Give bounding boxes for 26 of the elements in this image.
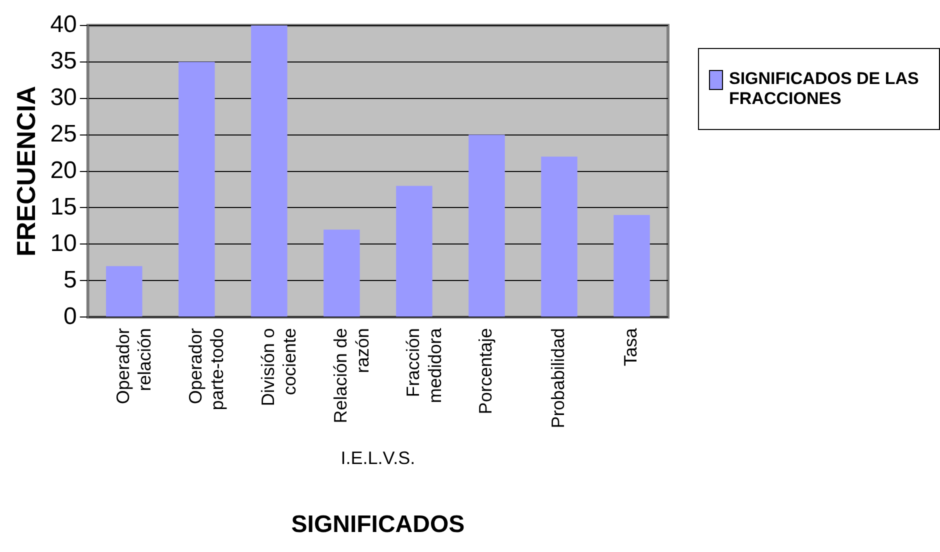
bar (614, 215, 650, 317)
x-tick-label: Tasa (620, 327, 641, 366)
x-tick-label: Operador relación (113, 328, 155, 404)
bar (324, 230, 360, 317)
y-tick-label: 10 (50, 230, 77, 257)
bar (178, 62, 215, 317)
y-tick-label: 35 (50, 47, 77, 74)
y-tick-label: 0 (64, 302, 77, 330)
bar (396, 186, 432, 317)
y-tick-label: 25 (50, 120, 77, 148)
y-axis-title: FRECUENCIA (10, 86, 41, 256)
x-tick-label: Porcentaje (476, 328, 496, 414)
legend-label: SIGNIFICADOS DE LAS FRACCIONES (729, 69, 920, 109)
x-tick-label: Probabilidad (548, 328, 568, 428)
bar (251, 25, 288, 317)
x-tick-label: Relación de razón (330, 328, 372, 424)
bar (106, 266, 142, 317)
y-tick-label: 5 (64, 266, 77, 294)
x-axis-title: SIGNIFICADOS (291, 511, 465, 538)
text: I.E.L.V.S. (340, 448, 416, 468)
bar (541, 156, 578, 317)
y-tick-label: 30 (50, 84, 77, 111)
y-tick-label: 20 (50, 156, 77, 184)
bar (468, 134, 505, 317)
y-tick-label: 15 (50, 193, 77, 220)
y-tick-label: 40 (50, 11, 77, 38)
